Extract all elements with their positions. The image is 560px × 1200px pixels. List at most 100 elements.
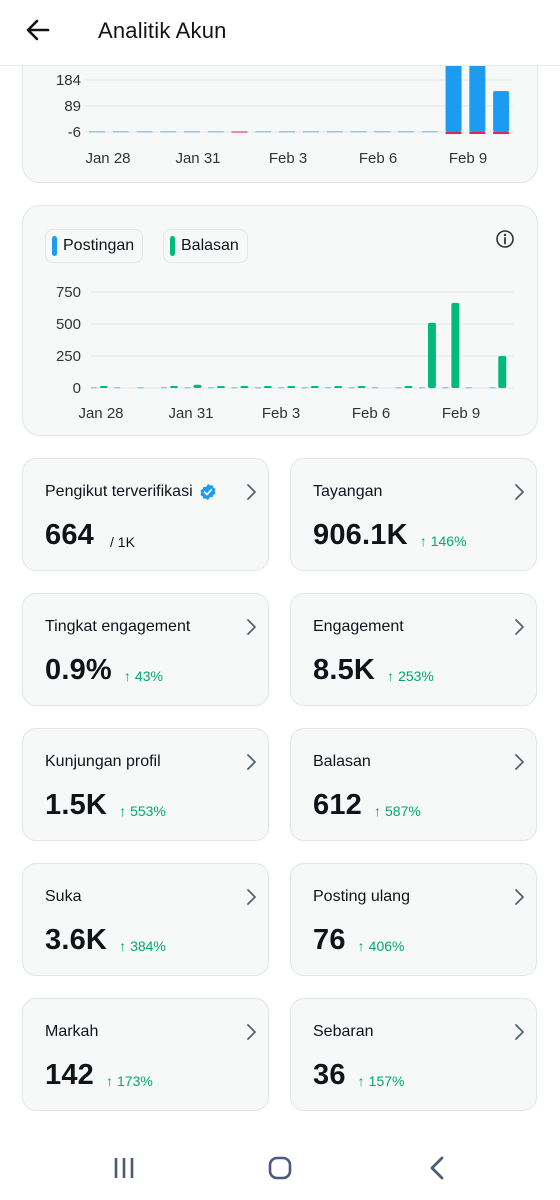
bar-balasan bbox=[334, 386, 343, 388]
bar-balasan bbox=[263, 386, 272, 388]
metric-label-text: Markah bbox=[45, 1023, 99, 1040]
metric-change: ↑ 157% bbox=[358, 1073, 405, 1089]
metric-value: 76 bbox=[313, 924, 346, 956]
metric-change: ↑ 173% bbox=[106, 1073, 153, 1089]
metric-card[interactable]: Sebaran 36 ↑ 157% bbox=[290, 998, 537, 1111]
arrow-up-icon: ↑ bbox=[357, 1073, 365, 1089]
bar-postingan bbox=[301, 387, 308, 389]
chevron-right-icon bbox=[247, 619, 256, 635]
metric-change: ↑ 146% bbox=[420, 533, 467, 549]
y-tick-label: 184 bbox=[56, 72, 81, 89]
metric-label: Kunjungan profil bbox=[45, 753, 161, 771]
recent-apps-icon[interactable] bbox=[106, 1154, 142, 1182]
metric-change: ↑ 406% bbox=[358, 938, 405, 954]
metric-value: 906.1K bbox=[313, 519, 408, 551]
metric-label-text: Tayangan bbox=[313, 483, 383, 500]
arrow-up-icon: ↑ bbox=[119, 803, 127, 819]
bar-postingan bbox=[489, 387, 496, 389]
bar bbox=[326, 131, 343, 133]
chevron-right-icon bbox=[515, 619, 524, 635]
metric-change-value: 384% bbox=[130, 938, 166, 954]
legend-postingan[interactable]: Postingan bbox=[45, 229, 144, 263]
bar bbox=[112, 131, 129, 133]
bar-balasan bbox=[451, 302, 460, 388]
legend-swatch-postingan bbox=[52, 236, 57, 256]
bar-postingan bbox=[254, 387, 261, 389]
metric-value: 8.5K bbox=[313, 654, 376, 686]
home-icon[interactable] bbox=[262, 1154, 298, 1182]
metric-change-value: 406% bbox=[368, 938, 405, 954]
chevron-right-icon bbox=[515, 1024, 524, 1040]
metric-card[interactable]: Kunjungan profil 1.5K ↑ 553% bbox=[22, 728, 269, 841]
legend-label-postingan: Postingan bbox=[63, 237, 135, 254]
metric-value: 1.5K bbox=[45, 789, 108, 821]
bar bbox=[445, 49, 462, 132]
metric-label: Suka bbox=[45, 888, 81, 906]
bar-balasan bbox=[404, 386, 413, 388]
bar-negative-tick bbox=[445, 132, 462, 134]
metric-label-text: Engagement bbox=[313, 618, 404, 635]
metric-change-value: 43% bbox=[134, 668, 163, 684]
chevron-right-icon bbox=[247, 1024, 256, 1040]
metric-card[interactable]: Balasan 612 ↑ 587% bbox=[290, 728, 537, 841]
arrow-up-icon: ↑ bbox=[419, 533, 427, 549]
x-tick-label: Feb 6 bbox=[352, 405, 390, 422]
bar bbox=[88, 131, 105, 133]
metric-label: Sebaran bbox=[313, 1023, 374, 1041]
metric-label-text: Kunjungan profil bbox=[45, 753, 161, 770]
metric-value: 36 bbox=[313, 1059, 346, 1091]
chevron-right-icon bbox=[515, 484, 524, 500]
posts-replies-chart-card: Postingan Balasan 750 500 250 0 Jan 28 Jan 31… bbox=[22, 205, 538, 436]
chevron-right-icon bbox=[515, 754, 524, 770]
bar-balasan bbox=[357, 386, 366, 388]
metric-change-value: 173% bbox=[117, 1073, 153, 1089]
metric-card[interactable]: Posting ulang 76 ↑ 406% bbox=[290, 863, 537, 976]
x-tick-label: Jan 28 bbox=[85, 150, 130, 167]
bar-balasan bbox=[498, 356, 507, 388]
bar bbox=[421, 131, 438, 133]
arrow-up-icon: ↑ bbox=[106, 1073, 113, 1089]
x-tick-label: Feb 3 bbox=[262, 405, 300, 422]
legend-balasan[interactable]: Balasan bbox=[163, 229, 248, 263]
chevron-right-icon bbox=[515, 889, 524, 905]
back-chevron-icon[interactable] bbox=[420, 1154, 456, 1182]
bar bbox=[398, 131, 414, 133]
metric-card[interactable]: Engagement 8.5K ↑ 253% bbox=[290, 593, 537, 706]
metric-card[interactable]: Markah 142 ↑ 173% bbox=[22, 998, 269, 1111]
metric-card[interactable]: Pengikut terverifikasi 664 / 1K bbox=[22, 458, 269, 571]
x-tick-label: Jan 31 bbox=[175, 150, 220, 167]
bar-postingan bbox=[161, 387, 168, 389]
metric-card[interactable]: Tingkat engagement 0.9% ↑ 43% bbox=[22, 593, 269, 706]
chevron-right-icon bbox=[247, 484, 256, 500]
bar-postingan bbox=[231, 387, 238, 389]
metric-value: 612 bbox=[313, 789, 362, 821]
x-tick-label: Feb 6 bbox=[359, 150, 397, 167]
bar-balasan bbox=[170, 386, 179, 388]
bar bbox=[207, 131, 224, 133]
metric-value: 142 bbox=[45, 1059, 94, 1091]
bar-balasan bbox=[216, 386, 225, 388]
bar-postingan bbox=[90, 387, 97, 389]
arrow-left-icon[interactable] bbox=[22, 14, 54, 46]
metric-change-value: 146% bbox=[430, 533, 467, 549]
page-title: Analitik Akun bbox=[98, 18, 227, 43]
bar-negative-tick bbox=[493, 132, 510, 134]
metric-label-text: Tingkat engagement bbox=[45, 618, 191, 635]
bar-postingan bbox=[184, 387, 191, 389]
metric-label: Engagement bbox=[313, 618, 404, 636]
metric-change: ↑ 253% bbox=[387, 668, 434, 684]
y-tick-label: 750 bbox=[56, 284, 81, 301]
arrow-up-icon: ↑ bbox=[123, 668, 131, 684]
metric-card[interactable]: Tayangan 906.1K ↑ 146% bbox=[290, 458, 537, 571]
metric-card[interactable]: Suka 3.6K ↑ 384% bbox=[22, 863, 269, 976]
info-icon[interactable] bbox=[494, 228, 516, 250]
system-nav-bar bbox=[0, 1138, 560, 1200]
metric-label: Balasan bbox=[313, 753, 371, 771]
x-tick-label: Jan 28 bbox=[78, 405, 123, 422]
metric-sub: / 1K bbox=[110, 534, 135, 550]
bar bbox=[184, 131, 200, 133]
bar-balasan bbox=[99, 386, 108, 388]
x-tick-label: Feb 9 bbox=[449, 150, 487, 167]
x-tick-label: Feb 3 bbox=[269, 150, 307, 167]
